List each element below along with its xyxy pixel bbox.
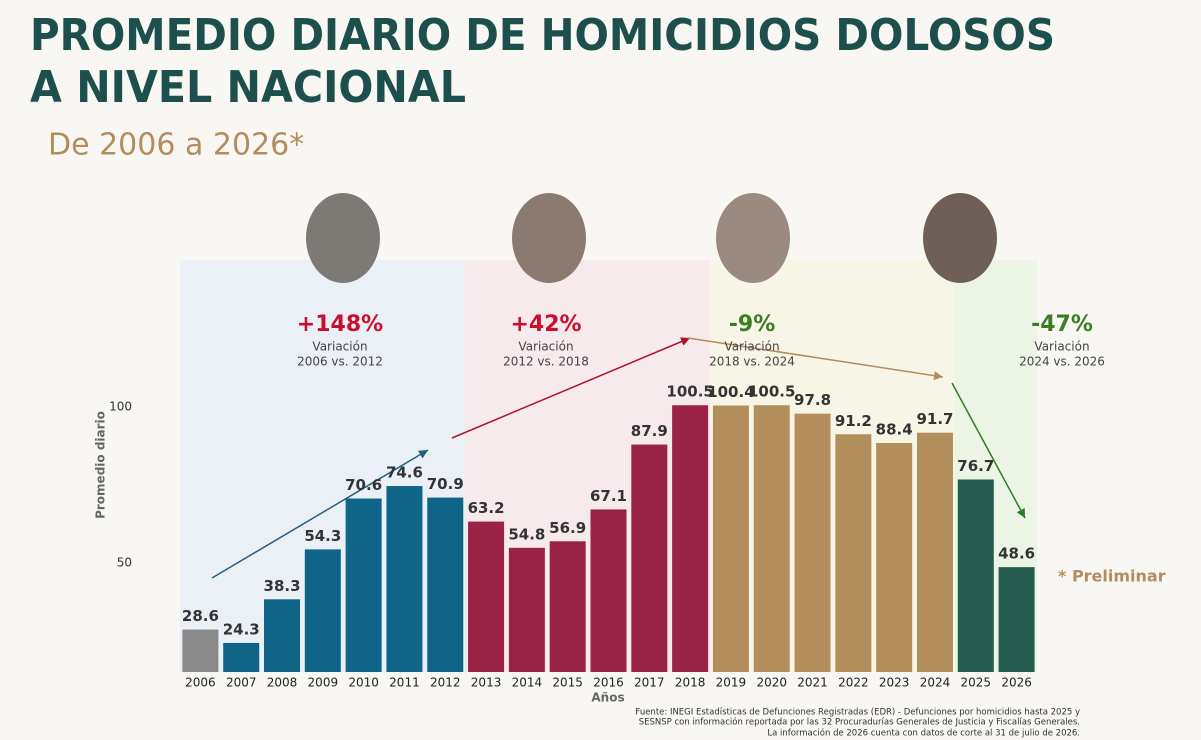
- variation-label: Variación: [312, 340, 367, 354]
- chart-title: PROMEDIO DIARIO DE HOMICIDIOS DOLOSOS: [30, 10, 1055, 61]
- value-label: 63.2: [468, 499, 505, 517]
- source: Fuente: INEGI Estadísticas de Defuncione…: [635, 708, 1080, 718]
- bar: [794, 413, 831, 672]
- trend-arrow: [451, 337, 691, 439]
- value-label: 100.5: [666, 383, 713, 401]
- value-label: 48.6: [998, 545, 1035, 563]
- portrait: [716, 193, 790, 283]
- x-tick-label: 2019: [716, 676, 747, 690]
- value-label: 100.4: [707, 383, 754, 401]
- bar: [957, 479, 994, 672]
- bar: [508, 547, 545, 672]
- x-tick-label: 2022: [838, 676, 869, 690]
- bar: [835, 434, 872, 672]
- variation-value: -47%: [1031, 312, 1093, 337]
- x-axis-label: Años: [591, 691, 624, 705]
- bar: [998, 567, 1035, 672]
- bar: [876, 442, 913, 672]
- value-label: 70.9: [427, 475, 464, 493]
- y-tick-label: 100: [109, 399, 132, 413]
- period-shade: [710, 260, 955, 672]
- value-label: 54.8: [508, 525, 545, 543]
- x-tick-label: 2010: [348, 676, 379, 690]
- bar: [304, 549, 341, 672]
- x-tick-label: 2014: [512, 676, 543, 690]
- x-tick-label: 2013: [471, 676, 502, 690]
- value-label: 97.8: [794, 391, 831, 409]
- x-tick-label: 2008: [267, 676, 298, 690]
- y-tick-label: 50: [117, 555, 132, 569]
- bar: [223, 642, 260, 672]
- x-tick-label: 2009: [308, 676, 339, 690]
- bar: [753, 405, 790, 672]
- trend-arrow: [687, 337, 944, 381]
- variation-period: 2018 vs. 2024: [709, 355, 795, 369]
- portraits: [306, 193, 997, 283]
- subtitle: De 2006 a 2026*: [48, 128, 304, 163]
- variation-value: +42%: [510, 312, 581, 337]
- value-label: 88.4: [876, 420, 913, 438]
- trend-arrow: [211, 449, 429, 579]
- portrait: [512, 193, 586, 283]
- value-label: 74.6: [386, 464, 423, 482]
- bar: [631, 444, 668, 672]
- x-tick-label: 2018: [675, 676, 706, 690]
- variation-label: Variación: [724, 340, 779, 354]
- value-label: 87.9: [631, 422, 668, 440]
- period-shade: [465, 260, 710, 672]
- value-label: 56.9: [549, 519, 586, 537]
- variation-value: +148%: [297, 312, 383, 337]
- value-label: 100.5: [748, 383, 795, 401]
- bar: [549, 541, 586, 672]
- portrait: [923, 193, 997, 283]
- x-tick-label: 2006: [185, 676, 216, 690]
- value-label: 67.1: [590, 487, 627, 505]
- value-label: 54.3: [304, 527, 341, 545]
- trend-arrow: [951, 382, 1026, 519]
- value-label: 91.7: [916, 410, 953, 428]
- value-label: 91.2: [835, 412, 872, 430]
- y-axis-label: Promedio diario: [94, 411, 108, 519]
- bar: [916, 432, 953, 672]
- source: SESNSP con información reportada por las…: [639, 717, 1080, 728]
- x-tick-label: 2011: [389, 676, 420, 690]
- variation-period: 2012 vs. 2018: [503, 355, 589, 369]
- bar: [345, 498, 382, 672]
- variation-period: 2024 vs. 2026: [1019, 355, 1105, 369]
- bar: [712, 405, 749, 672]
- x-tick-label: 2021: [797, 676, 828, 690]
- bar: [590, 509, 627, 672]
- x-tick-label: 2016: [593, 676, 624, 690]
- value-label: 70.6: [345, 476, 382, 494]
- bar: [672, 405, 709, 672]
- x-tick-label: 2017: [634, 676, 665, 690]
- x-tick-label: 2020: [756, 676, 787, 690]
- variation-value: -9%: [729, 312, 775, 337]
- value-label: 38.3: [264, 577, 301, 595]
- bar: [386, 486, 423, 672]
- x-tick-label: 2015: [552, 676, 583, 690]
- source: La información de 2026 cuenta con datos …: [767, 728, 1080, 739]
- x-tick-label: 2012: [430, 676, 461, 690]
- value-label: 76.7: [957, 457, 994, 475]
- chart-title: A NIVEL NACIONAL: [30, 62, 466, 113]
- value-label: 24.3: [223, 620, 260, 638]
- x-tick-label: 2024: [920, 676, 951, 690]
- bar: [427, 497, 464, 672]
- variation-label: Variación: [518, 340, 573, 354]
- bar: [264, 599, 301, 672]
- portrait: [306, 193, 380, 283]
- x-tick-label: 2025: [961, 676, 992, 690]
- bar: [468, 521, 505, 672]
- variation-label: Variación: [1034, 340, 1089, 354]
- x-tick-label: 2023: [879, 676, 910, 690]
- variation-period: 2006 vs. 2012: [297, 355, 383, 369]
- bar: [182, 629, 219, 672]
- note: * Preliminar: [1058, 567, 1166, 586]
- x-tick-label: 2026: [1001, 676, 1032, 690]
- x-tick-label: 2007: [226, 676, 257, 690]
- value-label: 28.6: [182, 607, 219, 625]
